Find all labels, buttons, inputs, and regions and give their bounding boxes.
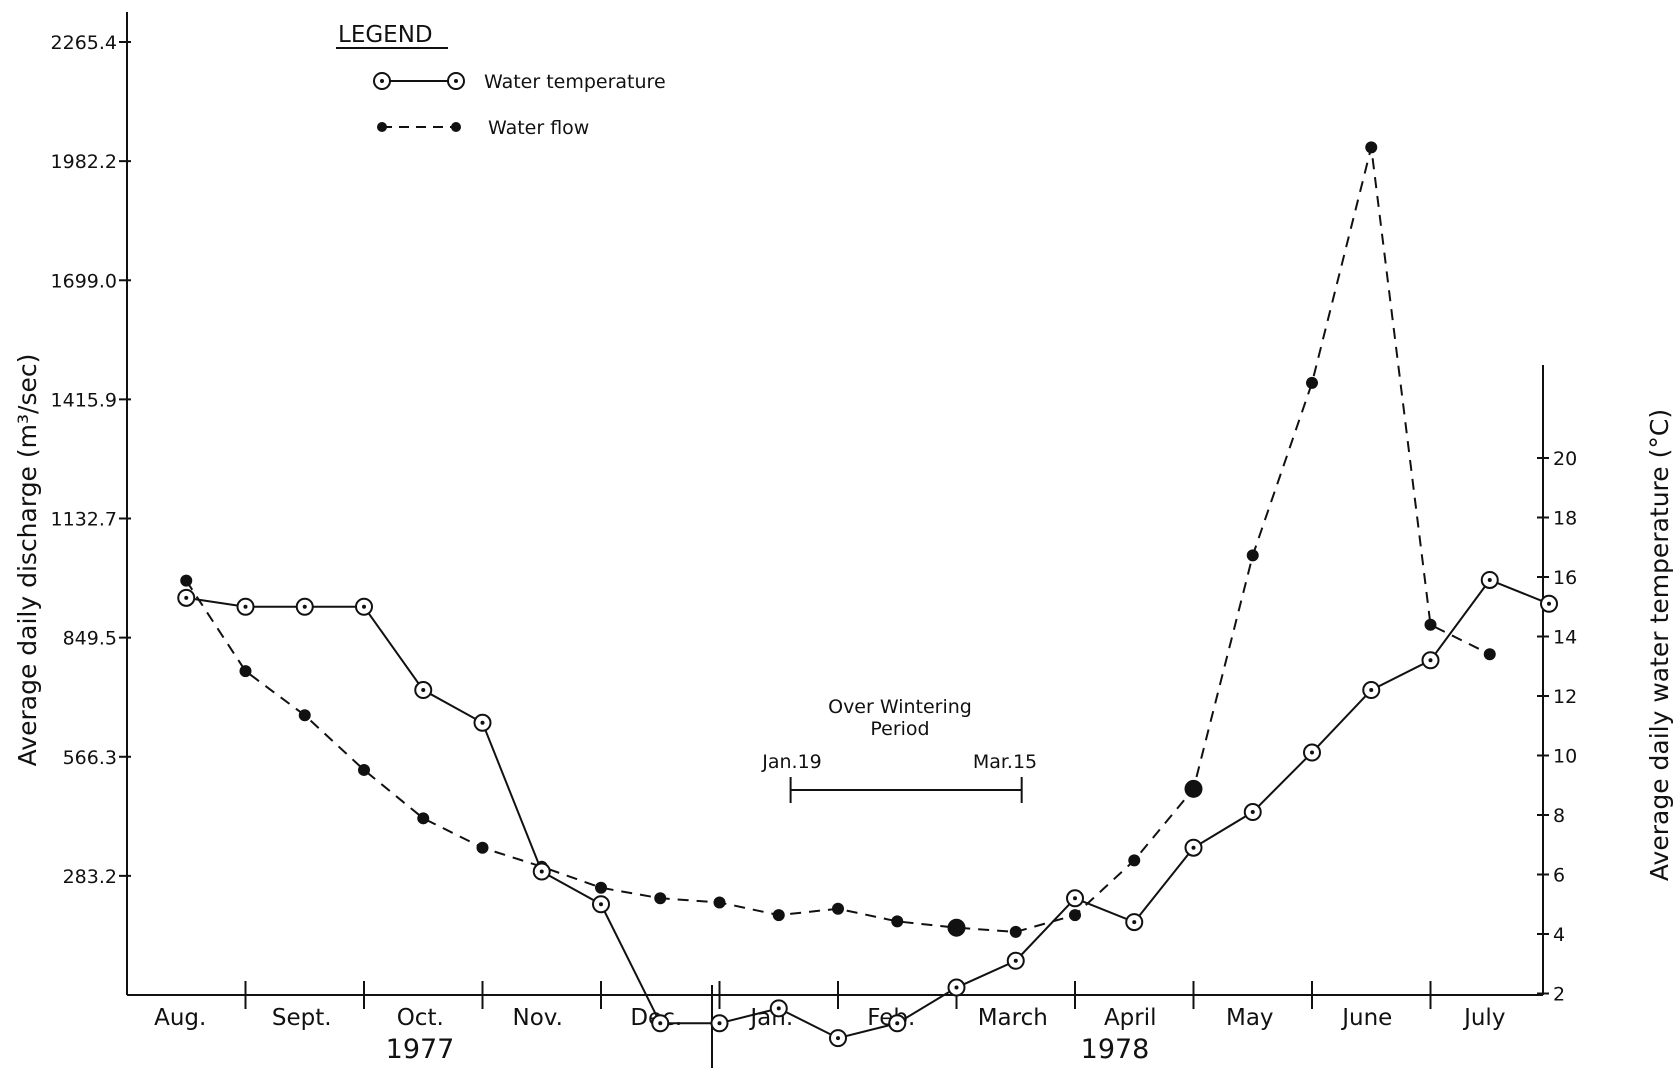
left-y-axis: 283.2 566.3 849.5 1132.7 1415.9 1699.0 1982.2 2… bbox=[51, 32, 131, 888]
right-tick-label: 10 bbox=[1553, 746, 1577, 768]
temperature-point bbox=[177, 588, 196, 607]
month-label: March bbox=[978, 1005, 1048, 1031]
left-tick-label: 1982.2 bbox=[51, 151, 117, 173]
temperature-point bbox=[414, 681, 433, 700]
overlap-point bbox=[947, 918, 966, 937]
temperature-point bbox=[1303, 743, 1321, 762]
flow-point bbox=[1306, 376, 1318, 389]
temperature-point bbox=[1006, 951, 1025, 970]
temperature-point bbox=[1421, 651, 1440, 670]
x-axis: Aug.Sept.Oct.Nov.Dec.Jan.Feb.MarchAprilM… bbox=[154, 981, 1505, 1031]
right-tick-label: 6 bbox=[1553, 865, 1565, 887]
temperature-point bbox=[355, 597, 373, 616]
month-label: Sept. bbox=[272, 1005, 332, 1031]
annotation-bracket bbox=[789, 777, 1023, 803]
temperature-point bbox=[236, 597, 255, 616]
temperature-point bbox=[769, 999, 788, 1018]
right-tick-label: 12 bbox=[1553, 686, 1577, 708]
month-label: May bbox=[1226, 1005, 1274, 1031]
right-axis-title: Average daily water temperature (°C) bbox=[1645, 409, 1674, 881]
temperature-point bbox=[1066, 889, 1084, 908]
right-tick-label: 8 bbox=[1553, 805, 1565, 827]
temperature-point bbox=[651, 1014, 670, 1033]
right-tick-label: 18 bbox=[1553, 508, 1577, 530]
left-tick-label: 849.5 bbox=[63, 628, 117, 650]
year-label-1977: 1977 bbox=[386, 1034, 455, 1065]
month-label: July bbox=[1462, 1005, 1505, 1031]
annotation-end-label: Mar.15 bbox=[973, 751, 1037, 773]
left-tick-label: 1699.0 bbox=[51, 270, 117, 292]
month-label: Nov. bbox=[513, 1005, 563, 1031]
flow-point bbox=[180, 574, 193, 587]
right-tick-label: 20 bbox=[1553, 448, 1577, 470]
temperature-point bbox=[473, 713, 492, 732]
temperature-point bbox=[1540, 594, 1558, 613]
flow-point bbox=[1069, 909, 1081, 922]
flow-point bbox=[1128, 854, 1141, 867]
left-tick-label: 2265.4 bbox=[51, 32, 117, 54]
year-label-1978: 1978 bbox=[1081, 1034, 1150, 1065]
left-tick-label: 283.2 bbox=[63, 866, 117, 888]
annotation-label-line1: Over Wintering bbox=[828, 696, 972, 718]
legend-label-flow: Water flow bbox=[488, 117, 589, 139]
right-tick-label: 2 bbox=[1553, 984, 1565, 1006]
left-tick-label: 566.3 bbox=[63, 747, 117, 769]
month-label: June bbox=[1340, 1005, 1392, 1031]
flow-point bbox=[1365, 141, 1378, 154]
temperature-point bbox=[1480, 570, 1499, 589]
legend: LEGEND Water temperature Water flow bbox=[336, 22, 666, 139]
flow-point bbox=[298, 709, 311, 722]
flow-point bbox=[832, 902, 844, 915]
series-water-temperature bbox=[177, 570, 1558, 1048]
right-tick-label: 4 bbox=[1553, 924, 1565, 946]
temperature-point bbox=[947, 978, 966, 997]
flow-point bbox=[358, 763, 370, 776]
month-label: April bbox=[1104, 1005, 1157, 1031]
left-tick-label: 1132.7 bbox=[51, 509, 117, 531]
flow-point bbox=[595, 881, 607, 894]
right-y-axis: 2 4 6 8 10 12 14 16 18 20 bbox=[1537, 448, 1577, 1006]
legend-flow-sample bbox=[377, 122, 461, 132]
flow-point bbox=[239, 665, 252, 678]
temperature-point bbox=[888, 1014, 907, 1033]
temperature-point bbox=[1184, 838, 1203, 857]
flow-point bbox=[1246, 549, 1259, 562]
annotation-start-label: Jan.19 bbox=[761, 751, 822, 773]
legend-title: LEGEND bbox=[338, 22, 433, 48]
flow-point bbox=[891, 915, 904, 928]
temperature-point bbox=[1125, 913, 1144, 932]
temperature-point bbox=[592, 895, 610, 914]
flow-line bbox=[185, 147, 1491, 933]
flow-point bbox=[1424, 618, 1437, 631]
right-tick-label: 16 bbox=[1553, 567, 1577, 589]
legend-temperature-sample bbox=[373, 72, 465, 90]
legend-label-temperature: Water temperature bbox=[484, 71, 666, 93]
overlap-point bbox=[1184, 779, 1203, 798]
month-label: Aug. bbox=[154, 1005, 206, 1031]
flow-point bbox=[476, 841, 489, 854]
flow-point bbox=[772, 909, 785, 922]
left-axis-title: Average daily discharge (m³/sec) bbox=[13, 354, 42, 767]
flow-point bbox=[713, 896, 726, 909]
month-label: Oct. bbox=[397, 1005, 444, 1031]
temperature-point bbox=[829, 1029, 847, 1048]
temperature-point bbox=[532, 862, 551, 881]
temperature-line bbox=[186, 578, 1550, 1040]
annotation-label-line2: Period bbox=[870, 718, 929, 740]
overwintering-annotation: Over Wintering Period Jan.19 Mar.15 bbox=[761, 696, 1037, 803]
left-tick-label: 1415.9 bbox=[51, 389, 117, 411]
series-water-flow bbox=[180, 141, 1496, 938]
temperature-point bbox=[1362, 681, 1381, 700]
temperature-point bbox=[1243, 803, 1262, 822]
flow-point bbox=[654, 892, 667, 905]
temperature-point bbox=[710, 1014, 729, 1033]
flow-point bbox=[417, 812, 430, 825]
right-tick-label: 14 bbox=[1553, 627, 1577, 649]
flow-point bbox=[1483, 648, 1496, 661]
temperature-point bbox=[295, 597, 314, 616]
flow-point bbox=[1009, 925, 1022, 938]
